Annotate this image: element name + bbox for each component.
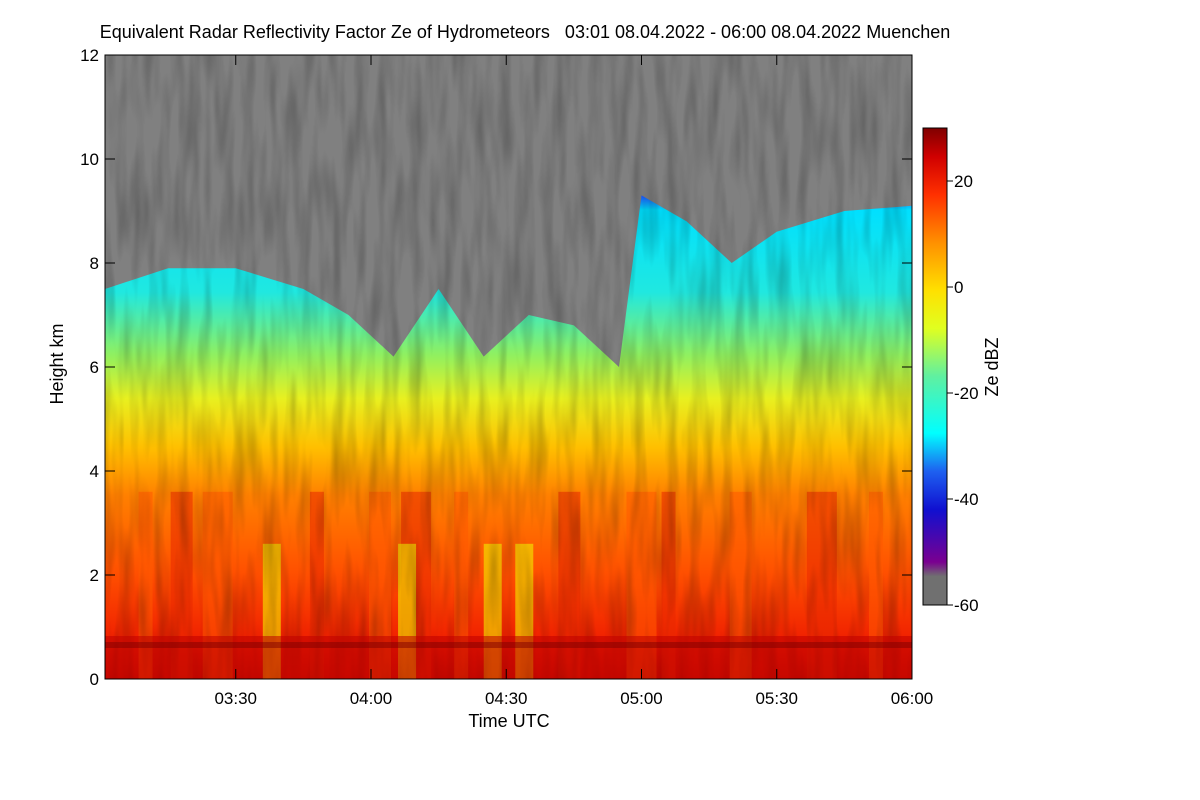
- colorbar-tick-label: -20: [954, 384, 979, 403]
- colorbar-tick-label: -60: [954, 596, 979, 615]
- y-tick-label: 0: [90, 670, 99, 689]
- texture-streaks: [105, 55, 912, 679]
- y-tick-label: 10: [80, 150, 99, 169]
- colorbar-tick-label: 20: [954, 172, 973, 191]
- x-tick-label: 03:30: [214, 689, 257, 708]
- y-axis-label: Height km: [47, 323, 67, 404]
- x-tick-label: 04:30: [485, 689, 528, 708]
- x-tick-label: 05:00: [620, 689, 663, 708]
- x-axis-label: Time UTC: [468, 711, 549, 731]
- y-tick-label: 12: [80, 46, 99, 65]
- colorbar-tick-label: -40: [954, 490, 979, 509]
- plot-area: [105, 55, 912, 679]
- x-tick-label: 05:30: [755, 689, 798, 708]
- colorbar-label: Ze dBZ: [982, 337, 1002, 396]
- y-tick-label: 2: [90, 566, 99, 585]
- x-axis: 03:30 04:00 04:30 05:00 05:30 06:00: [214, 55, 933, 708]
- colorbar: [922, 127, 948, 606]
- y-axis: 0 2 4 6 8 10 12: [80, 46, 912, 689]
- colorbar-ticks: 20 0 -20 -40 -60: [947, 172, 979, 615]
- x-tick-label: 04:00: [350, 689, 393, 708]
- y-tick-label: 6: [90, 358, 99, 377]
- chart-title: Equivalent Radar Reflectivity Factor Ze …: [99, 22, 951, 42]
- y-tick-label: 8: [90, 254, 99, 273]
- x-tick-label: 06:00: [891, 689, 934, 708]
- colorbar-tick-label: 0: [954, 278, 963, 297]
- melting-layer-line: [105, 642, 912, 648]
- y-tick-label: 4: [90, 462, 99, 481]
